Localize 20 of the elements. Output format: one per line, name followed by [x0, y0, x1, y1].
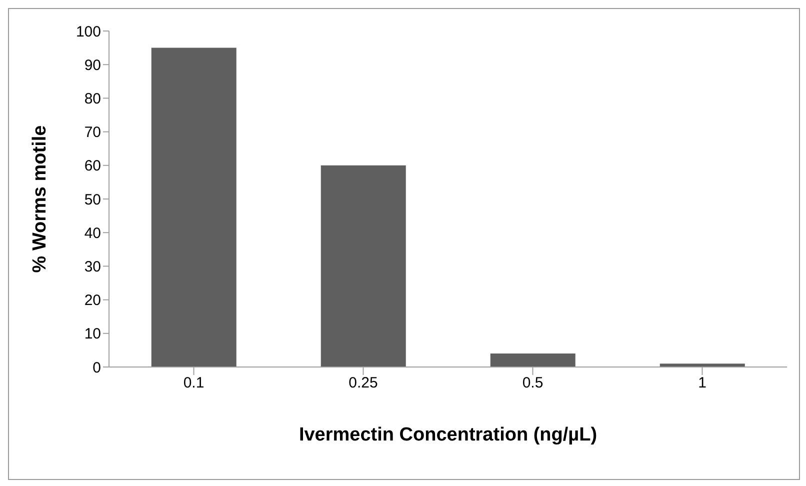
y-tick-label: 90: [84, 56, 101, 74]
x-axis-title: Ivermectin Concentration (ng/µL): [298, 424, 598, 446]
y-tick-label: 10: [84, 326, 101, 343]
x-tick-label: 1: [698, 374, 706, 392]
y-tick-label: 80: [84, 90, 101, 108]
y-tick-label: 100: [76, 23, 101, 40]
x-tick-label: 0.1: [183, 374, 204, 392]
y-axis-title: % Worms motile: [30, 125, 51, 273]
y-tick-label: 70: [84, 124, 101, 142]
y-tick-label: 50: [84, 191, 101, 208]
y-tick-label: 0: [92, 359, 101, 376]
x-tick-label: 0.5: [522, 374, 544, 392]
y-tick-label: 40: [84, 224, 101, 242]
y-tick-label: 60: [84, 158, 101, 175]
bar: [320, 165, 406, 367]
x-tick-label: 0.25: [348, 374, 378, 392]
y-tick-label: 20: [84, 292, 101, 310]
y-tick-label: 30: [84, 258, 101, 276]
bar: [151, 48, 236, 367]
bar: [490, 354, 576, 367]
